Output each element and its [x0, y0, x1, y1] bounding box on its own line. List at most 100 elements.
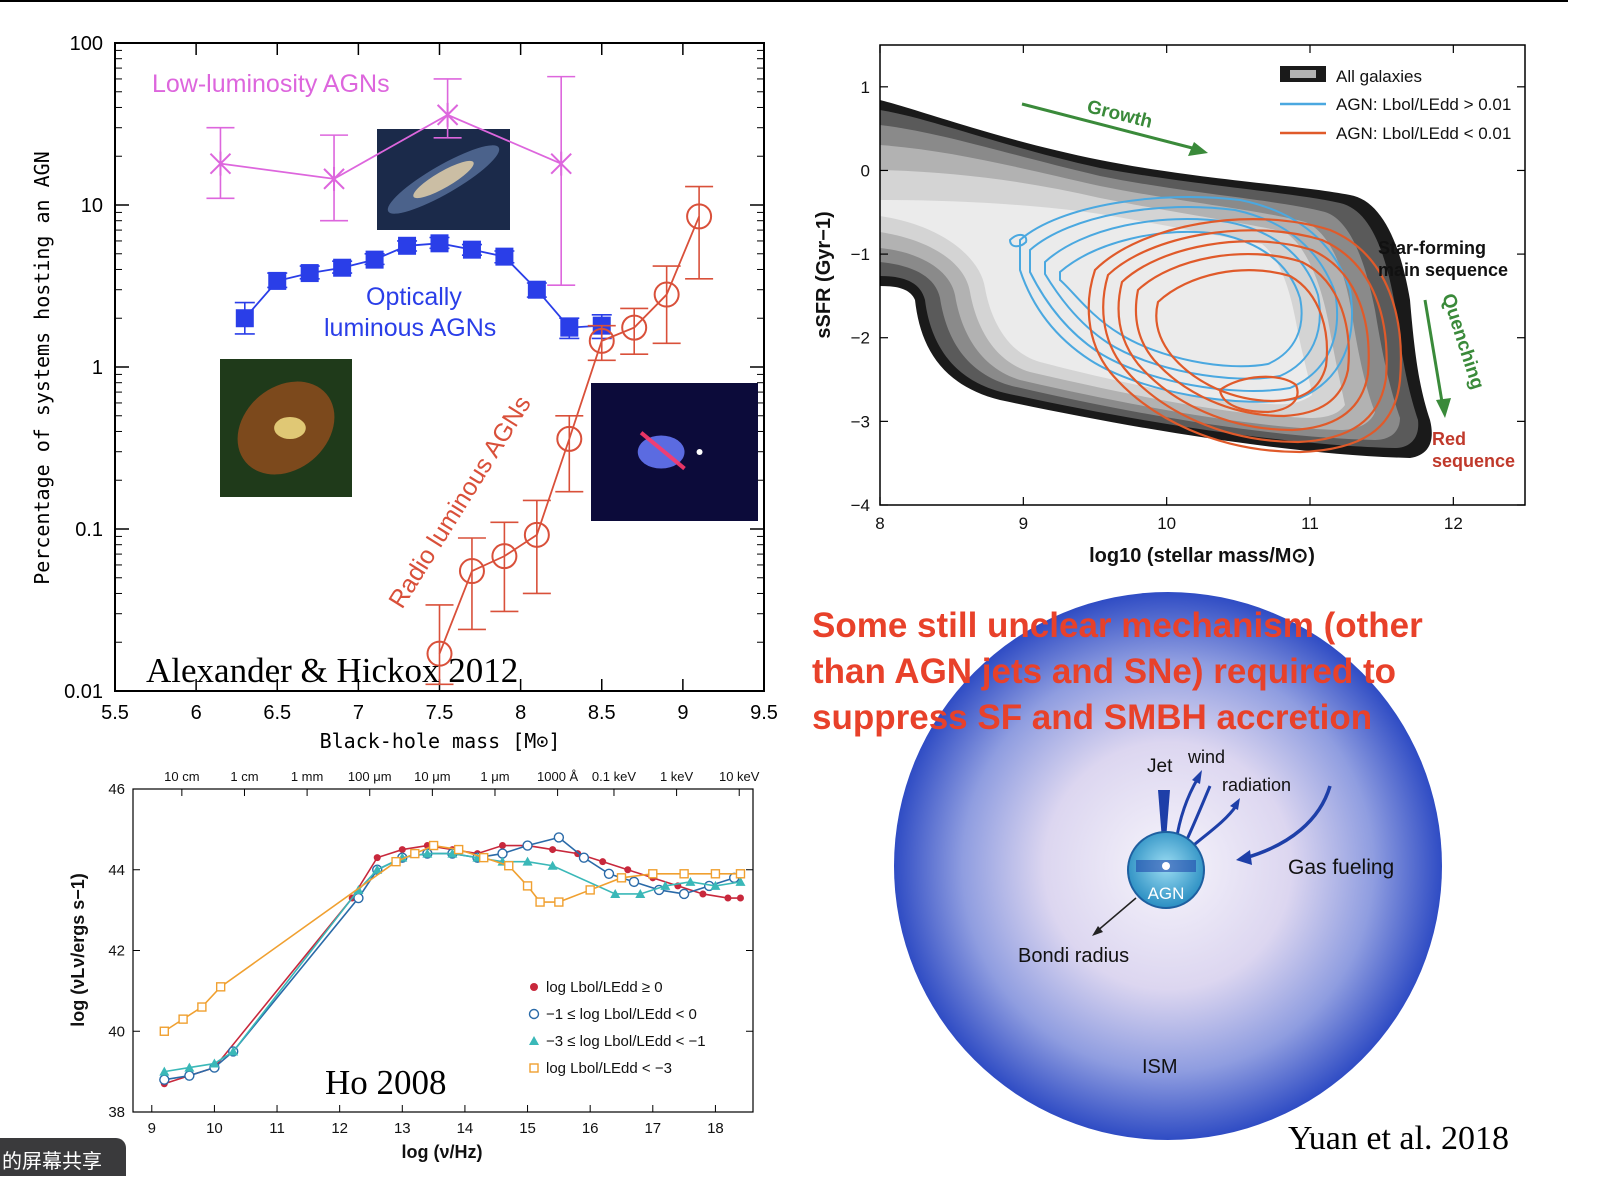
annotation-star-forming: Star-forming — [1378, 238, 1486, 258]
x-tick-label: 18 — [707, 1120, 724, 1137]
data-point — [553, 832, 565, 843]
data-point — [522, 881, 533, 891]
statement-line-2: than AGN jets and SNe) required to — [812, 652, 1396, 691]
top-axis-label: 100 μm — [348, 769, 392, 784]
annotation-red: Red — [1432, 429, 1466, 449]
top-axis-label: 10 cm — [164, 769, 199, 784]
y-tick-label: 1 — [861, 78, 870, 97]
data-point — [159, 1066, 170, 1076]
label-radiation: radiation — [1222, 775, 1291, 795]
data-point — [498, 842, 506, 850]
statement-block: Some still unclear mechanism (other than… — [812, 606, 1423, 737]
chart1-xlabel: Black-hole mass [M⊙] — [320, 729, 561, 753]
data-point — [495, 247, 514, 266]
data-point — [159, 1074, 170, 1085]
x-tick-label: 5.5 — [101, 702, 129, 724]
series-2 — [425, 185, 714, 686]
y-tick-label: 42 — [108, 943, 125, 960]
data-point — [159, 1026, 170, 1036]
data-point — [735, 869, 746, 879]
data-point — [735, 876, 746, 886]
data-point — [300, 264, 319, 283]
top-axis-label: 0.1 keV — [592, 769, 636, 784]
x-tick-label: 12 — [1444, 514, 1463, 533]
data-point — [323, 166, 345, 191]
y-tick-label: −2 — [851, 329, 870, 348]
annotation-sequence: sequence — [1432, 451, 1515, 471]
top-axis-label: 1 cm — [230, 769, 258, 784]
data-point — [527, 280, 546, 299]
legend-marker — [529, 1063, 539, 1073]
data-point — [522, 840, 533, 851]
series-label-optical-line2: luminous AGNs — [324, 314, 496, 342]
bondi-radius-arrow — [1095, 897, 1137, 933]
data-point — [410, 848, 420, 859]
plot-frame — [879, 44, 1526, 506]
y-tick-label: −1 — [851, 245, 870, 264]
x-tick-label: 8 — [515, 702, 526, 724]
x-tick-label: 9 — [677, 702, 688, 724]
data-point — [624, 866, 632, 874]
chart3-xlabel: log (ν/Hz) — [402, 1142, 483, 1162]
galaxy-density-contours — [880, 100, 1432, 458]
x-tick-label: 8 — [875, 514, 884, 533]
chart3-ylabel: log (νLν/ergs s−1) — [68, 873, 88, 1027]
data-point — [616, 873, 627, 883]
label-ism: ISM — [1142, 1056, 1178, 1078]
data-point — [197, 1002, 207, 1012]
top-axis-label: 1 keV — [660, 769, 694, 784]
data-point — [678, 888, 690, 900]
data-point — [391, 856, 401, 867]
x-tick-label: 15 — [519, 1120, 536, 1137]
legend-label: −1 ≤ log Lbol/LEdd < 0 — [546, 1006, 697, 1023]
jet-icon — [1158, 790, 1170, 840]
data-point — [653, 281, 680, 308]
legend-swatch-inner — [1290, 70, 1316, 78]
galaxy-core — [413, 160, 474, 199]
data-point — [428, 840, 439, 851]
x-tick-label: 6.5 — [263, 702, 291, 724]
data-point — [710, 880, 721, 890]
agn-contours — [1008, 195, 1402, 454]
legend-marker — [529, 1036, 539, 1045]
growth-arrow — [1021, 102, 1208, 156]
data-point — [373, 854, 381, 862]
data-point — [635, 888, 646, 898]
data-point — [523, 521, 550, 548]
data-point — [268, 271, 287, 290]
y-tick-label: 40 — [108, 1023, 125, 1040]
series-line — [220, 113, 562, 180]
chart2-ylabel: sSFR (Gyr−1) — [813, 211, 835, 338]
y-tick-label: 0 — [861, 161, 870, 180]
sed-series-3 — [159, 840, 746, 1036]
x-tick-label: 6 — [191, 702, 202, 724]
legend-label-all-galaxies: All galaxies — [1336, 67, 1422, 86]
data-point — [504, 861, 514, 871]
data-point — [184, 1070, 195, 1081]
legend-label: log Lbol/LEdd ≥ 0 — [546, 979, 663, 996]
chart3-citation: Ho 2008 — [325, 1063, 447, 1102]
x-tick-label: 14 — [457, 1120, 474, 1137]
black-hole-dot — [1162, 862, 1170, 870]
data-point — [178, 1014, 188, 1024]
data-point — [685, 876, 696, 886]
data-point — [228, 1046, 239, 1056]
data-point — [699, 890, 707, 898]
legend-label-agn-high: AGN: Lbol/LEdd > 0.01 — [1336, 95, 1511, 114]
data-point — [610, 888, 621, 898]
chart2-legend: All galaxies AGN: Lbol/LEdd > 0.01 AGN: … — [1280, 66, 1511, 143]
data-point — [660, 880, 671, 890]
data-point — [422, 848, 433, 858]
x-tick-label: 9 — [1019, 514, 1028, 533]
screen-share-tab[interactable]: 的屏幕共享 — [0, 1138, 126, 1176]
x-tick-label: 9.5 — [750, 702, 778, 724]
data-point — [588, 327, 615, 354]
data-point — [603, 868, 615, 879]
series-label-low-luminosity: Low-luminosity AGNs — [152, 70, 390, 98]
x-tick-label: 13 — [394, 1120, 411, 1137]
data-point — [621, 314, 648, 341]
data-point — [522, 856, 533, 866]
x-tick-label: 16 — [582, 1120, 599, 1137]
chart2-xlabel: log10 (stellar mass/M⊙) — [1089, 545, 1315, 567]
